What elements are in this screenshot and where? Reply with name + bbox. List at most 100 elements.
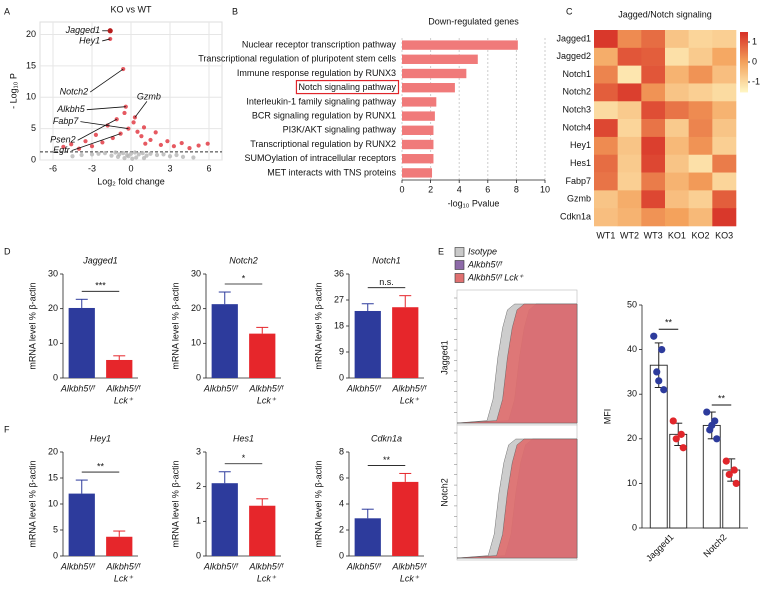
chart-title: Jagged1 (82, 255, 118, 265)
y-tick-label: 18 (334, 320, 344, 330)
point (161, 152, 166, 157)
heat-cell (641, 83, 666, 102)
colorbar-step (740, 64, 748, 67)
point (180, 154, 186, 159)
colorbar-step (740, 82, 748, 85)
panel-letter: C (566, 6, 573, 16)
chart-title: Jagged/Notch signaling (618, 9, 712, 19)
point (148, 137, 153, 143)
panel-letter: E (438, 246, 444, 256)
point (179, 140, 184, 146)
point (144, 153, 149, 158)
y-tick-label: 10 (191, 338, 201, 348)
colorbar-step (740, 48, 748, 51)
y-tick-label: 30 (48, 268, 58, 278)
heat-cell (594, 136, 618, 156)
y-tick-label: 0 (53, 372, 58, 382)
colorbar-label: -1 (752, 76, 760, 86)
point-label: Psen2 (50, 135, 76, 145)
heat-cell (712, 154, 737, 173)
x-tick-label: -3 (88, 163, 96, 173)
label-leader (77, 118, 117, 141)
colorbar-step (740, 60, 748, 63)
bar (211, 304, 238, 378)
colorbar-step (740, 38, 748, 41)
y-axis-label: mRNA level % β-actin (27, 282, 37, 369)
y-tick-label: 36 (334, 268, 344, 278)
row-label: Notch1 (562, 69, 591, 79)
column-label: KO3 (715, 230, 733, 240)
x-tick-label: -6 (49, 163, 57, 173)
heat-cell (712, 119, 737, 138)
x-tick-label: 6 (206, 163, 211, 173)
heat-cell (617, 172, 642, 191)
y-tick-label: 0 (339, 550, 344, 560)
chart-title: Hey1 (90, 433, 111, 443)
y-tick-label: 10 (627, 478, 637, 488)
bar (402, 97, 437, 107)
heat-cell (617, 30, 642, 49)
row-label: Jagged1 (439, 340, 449, 375)
point (187, 145, 192, 151)
bar (402, 68, 467, 79)
colorbar-step (740, 88, 748, 91)
heat-cell (665, 154, 689, 173)
point (121, 151, 126, 156)
point (93, 132, 98, 138)
label-leader (71, 133, 121, 152)
x-tick-label: Alkbh5ᶠ/ᶠ (105, 383, 141, 393)
colorbar-step (740, 34, 748, 37)
colorbar-step (740, 44, 748, 47)
colorbar-step (740, 86, 748, 89)
y-tick-label: 27 (334, 294, 344, 304)
dot (650, 332, 658, 340)
y-tick-label: 0 (31, 154, 36, 164)
dot (660, 386, 668, 394)
x-tick-label: Lck⁺ (400, 573, 420, 583)
panel-letter: B (232, 6, 238, 16)
label-leader (86, 106, 126, 111)
point (131, 120, 136, 125)
heat-cell (617, 119, 642, 138)
point (191, 155, 196, 160)
x-tick-label: 2 (428, 184, 433, 194)
point (79, 152, 84, 158)
colorbar-step (740, 46, 748, 49)
bar (249, 505, 276, 556)
x-tick-label: Notch2 (701, 532, 728, 559)
point (122, 110, 127, 116)
heat-cell (712, 190, 737, 209)
column-label: WT1 (596, 230, 615, 240)
heat-cell (594, 30, 618, 49)
y-tick-label: 6 (339, 472, 344, 482)
y-axis-label: mRNA level % β-actin (170, 282, 180, 369)
significance-label: ** (383, 455, 391, 465)
y-axis-label: MFI (602, 409, 612, 425)
significance-label: n.s. (379, 277, 394, 287)
point (205, 141, 210, 146)
point (109, 153, 114, 158)
bar (211, 483, 238, 556)
label-leader (134, 101, 148, 118)
y-tick-label: 1 (196, 516, 201, 526)
y-tick-label: 0 (632, 522, 637, 532)
bar (249, 333, 276, 378)
heat-cell (712, 208, 737, 227)
point (141, 156, 147, 161)
x-tick-label: Lck⁺ (400, 395, 420, 405)
point (143, 141, 148, 146)
colorbar-step (740, 68, 748, 71)
heat-cell (665, 136, 689, 156)
heat-cell (617, 208, 642, 227)
chart-title: Hes1 (233, 433, 254, 443)
y-tick-label: 10 (48, 498, 58, 508)
point (139, 134, 144, 139)
heat-cell (641, 154, 666, 173)
dot (732, 479, 740, 487)
x-axis-label: -log₁₀ Pvalue (448, 198, 500, 208)
colorbar-step (740, 32, 748, 35)
column-label: WT3 (644, 230, 663, 240)
heat-cell (641, 101, 666, 120)
colorbar-step (740, 72, 748, 75)
